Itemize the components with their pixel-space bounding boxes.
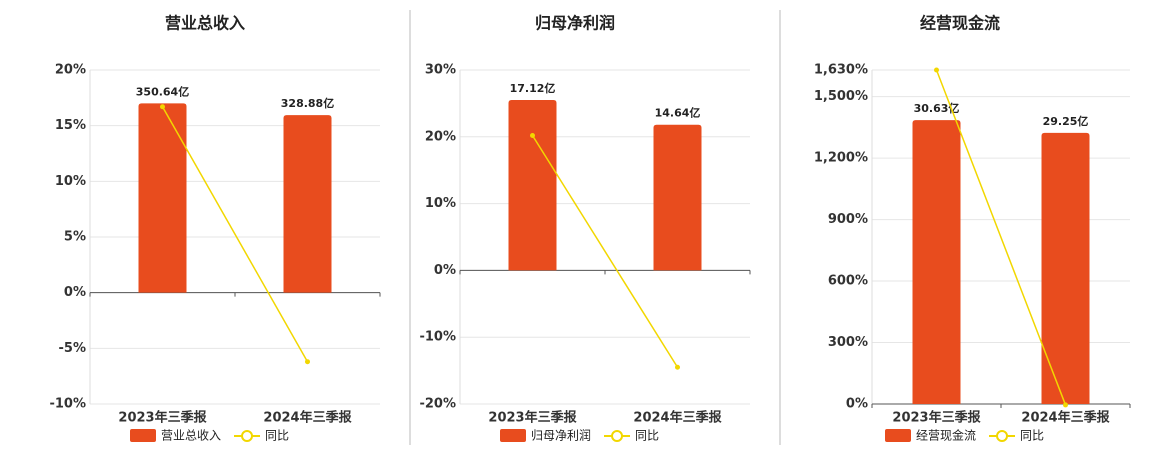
bar [138, 103, 187, 293]
line-point [934, 67, 939, 73]
value-label: 328.88亿 [281, 96, 334, 110]
line-point [530, 132, 535, 138]
y-tick-label: 30% [425, 63, 456, 78]
y-tick-label: -20% [419, 397, 456, 412]
line [531, 135, 679, 368]
value-label: 14.64亿 [655, 106, 701, 120]
y-tick-label: -10% [49, 397, 86, 412]
legend-label: 归母净利润 [531, 429, 591, 443]
y-tick-label: 1,630% [814, 63, 868, 78]
legend-label: 同比 [265, 429, 289, 443]
line-point [305, 359, 310, 365]
bar [1041, 132, 1090, 404]
y-tick-label: 600% [828, 274, 868, 289]
x-tick-label: 2024年三季报 [633, 410, 722, 426]
y-tick-label: 15% [55, 118, 86, 133]
x-tick-label: 2023年三季报 [488, 410, 577, 426]
y-tick-label: 20% [425, 129, 456, 144]
bar [653, 124, 702, 271]
chart-title: 营业总收入 [165, 14, 245, 33]
legend-label: 经营现金流 [916, 428, 976, 443]
legend-swatch [241, 430, 254, 442]
legend-swatch [611, 430, 624, 442]
legend-swatch [130, 429, 156, 442]
value-label: 29.25亿 [1043, 114, 1089, 128]
legend-label: 同比 [635, 429, 659, 443]
bar [283, 115, 332, 293]
bar [508, 100, 557, 271]
y-tick-label: 0% [64, 285, 86, 300]
y-tick-label: -10% [419, 330, 456, 345]
y-tick-label: 0% [434, 263, 456, 278]
value-label: 350.64亿 [136, 84, 189, 98]
legend-swatch [885, 429, 911, 442]
y-tick-label: 10% [55, 174, 86, 189]
legend-label: 同比 [1020, 429, 1044, 443]
legend-swatch [996, 430, 1009, 442]
y-tick-label: 900% [828, 212, 868, 227]
line-point [160, 104, 165, 110]
value-label: 30.63亿 [914, 101, 960, 115]
y-tick-label: 1,500% [814, 89, 868, 104]
x-tick-label: 2024年三季报 [263, 410, 352, 426]
legend-swatch [500, 429, 526, 442]
y-tick-label: -5% [59, 341, 86, 356]
y-tick-label: 20% [55, 63, 86, 78]
line [161, 106, 309, 363]
x-tick-label: 2023年三季报 [118, 410, 207, 426]
x-tick-label: 2023年三季报 [892, 410, 981, 426]
line-point [675, 364, 680, 370]
value-label: 17.12亿 [510, 81, 556, 95]
chart-title: 经营现金流 [920, 14, 1000, 33]
y-tick-label: 10% [425, 196, 456, 211]
y-tick-label: 300% [828, 335, 868, 350]
bar [912, 120, 961, 404]
line-point [1063, 402, 1068, 408]
y-tick-label: 5% [64, 230, 86, 245]
chart-title: 归母净利润 [535, 14, 615, 33]
y-tick-label: 0% [846, 397, 868, 412]
y-tick-label: 1,200% [814, 151, 868, 166]
line [935, 69, 1067, 406]
legend-label: 营业总收入 [161, 429, 221, 443]
x-tick-label: 2024年三季报 [1021, 410, 1110, 426]
